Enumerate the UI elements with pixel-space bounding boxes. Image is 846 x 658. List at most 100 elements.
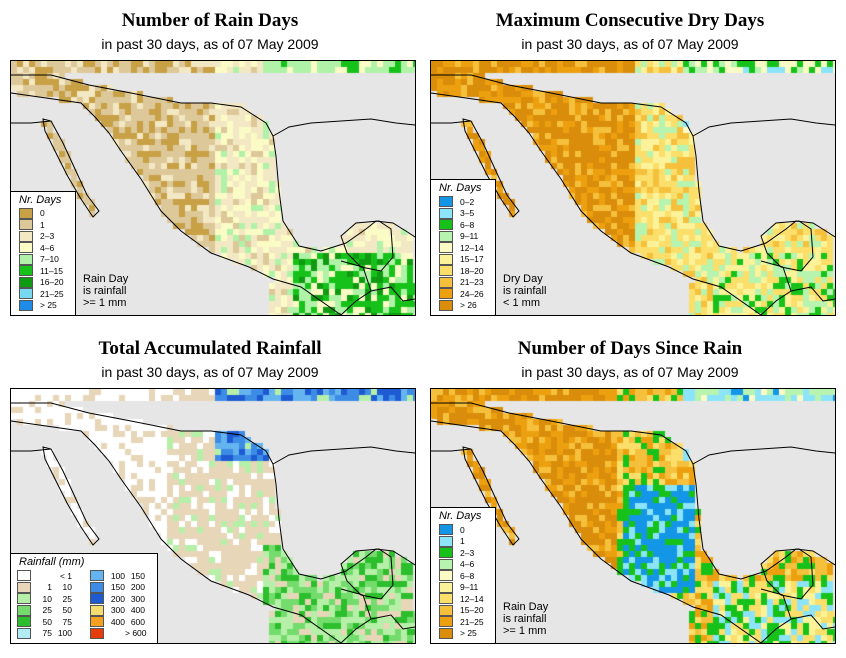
note-line: Rain Day: [83, 273, 129, 285]
legend-high: > 600: [125, 628, 147, 639]
central-america-border: [340, 260, 372, 315]
legend-title: Rainfall (mm): [19, 556, 85, 568]
legend-low: 75: [42, 628, 52, 639]
legend-low: 200: [110, 593, 125, 604]
legend-label: 6–8: [460, 219, 475, 230]
legend-swatch: [439, 593, 453, 605]
legend-label: 2–3: [40, 231, 55, 242]
us-mexico-border: [431, 402, 694, 465]
legend-rows: 0 1 2–3 4–6 7–10 11–15 16–20 21–25 > 25: [11, 207, 75, 316]
map-note: Dry Day is rainfall < 1 mm: [503, 273, 546, 309]
legend-swatch: [439, 253, 453, 265]
pacific-coastline: [431, 92, 762, 315]
legend-swatch: [17, 627, 31, 639]
guatemala-border: [790, 286, 835, 302]
pacific-coastline: [11, 420, 342, 643]
guatemala-border: [790, 614, 835, 630]
map-total-rainfall: Rainfall (mm) < 1 1 10 10 25 25 50 50 75 75 100 10…: [10, 388, 416, 644]
gulf-coastline: [692, 135, 835, 252]
legend-item: 400 600: [84, 616, 157, 628]
panel-title: Total Accumulated Rainfall: [98, 338, 322, 359]
legend-high: 600: [130, 616, 145, 627]
panel-title: Number of Rain Days: [121, 10, 299, 31]
legend-swatch: [17, 616, 31, 628]
central-america-border: [340, 588, 372, 643]
note-line: >= 1 mm: [83, 297, 127, 309]
legend-item: 24–26: [431, 288, 495, 300]
map-note: Rain Day is rainfall >= 1 mm: [503, 601, 548, 637]
legend-swatch: [90, 593, 104, 605]
legend-label: 4–6: [40, 242, 55, 253]
legend-item: 15–20: [431, 604, 495, 617]
legend-item: 75 100: [11, 627, 84, 640]
gulf-coast-us: [272, 118, 415, 137]
legend-label: 9–11: [460, 231, 479, 242]
us-mexico-border: [11, 402, 274, 465]
legend-item: 1: [431, 535, 495, 548]
us-mexico-border: [431, 74, 694, 137]
legend-low: 300: [110, 605, 125, 616]
map-basemap: [11, 402, 415, 643]
baja-coastline: [42, 118, 100, 218]
legend-item: 10 25: [11, 593, 84, 605]
legend-swatch: [19, 253, 33, 265]
yucatan-outline: [340, 548, 394, 600]
baja-coastline: [462, 118, 520, 218]
legend: Nr. Days 0 1 2–3 4–6 6–8 9–11 12–14 15–20 21–25 >…: [431, 507, 496, 643]
legend-swatch: [19, 288, 33, 300]
legend-item: 18–20: [431, 265, 495, 277]
legend-item: 3–5: [431, 207, 495, 220]
legend-item: 21–23: [431, 276, 495, 289]
legend-swatch: [90, 570, 104, 582]
panel-title: Maximum Consecutive Dry Days: [495, 10, 765, 31]
legend-low: 400: [110, 616, 125, 627]
yucatan-outline: [760, 548, 814, 600]
legend-high: 75: [62, 616, 72, 627]
legend-label: 1: [40, 219, 45, 230]
legend-label: 11–15: [40, 265, 64, 276]
note-line: is rainfall: [83, 285, 127, 297]
legend-item: 15–17: [431, 253, 495, 266]
legend-item: 25 50: [11, 604, 84, 617]
panel-total-rainfall: Total Accumulated Rainfall in past 30 da…: [0, 328, 420, 648]
legend-title: Nr. Days: [439, 182, 482, 194]
panel-subtitle: in past 30 days, as of 07 May 2009: [101, 364, 319, 380]
legend-swatch: [439, 547, 453, 559]
legend-swatch: [439, 230, 453, 242]
legend-item: 2–3: [431, 547, 495, 559]
legend-label: 0: [460, 524, 465, 535]
legend-rows: 0 1 2–3 4–6 6–8 9–11 12–14 15–20 21–25 > 25: [431, 524, 495, 643]
legend-low: 150: [110, 582, 125, 593]
legend-label: 0: [40, 208, 45, 219]
legend-swatch: [19, 207, 33, 219]
legend-high: 100: [57, 628, 72, 639]
legend-col-right: 100 150 150 200 200 300 300 400 400 600 > 600: [84, 570, 157, 639]
us-mexico-border: [11, 74, 274, 137]
legend-swatch: [90, 604, 104, 616]
legend-item: 150 200: [84, 581, 157, 594]
legend-swatch: [439, 276, 453, 288]
legend-item: 16–20: [11, 276, 75, 289]
map-days-since-rain: Nr. Days 0 1 2–3 4–6 6–8 9–11 12–14 15–20 21–25 >…: [430, 388, 836, 644]
legend-label: 2–3: [460, 547, 475, 558]
legend-low: 10: [42, 593, 52, 604]
legend-title: Nr. Days: [19, 193, 62, 206]
panel-dry-days: Maximum Consecutive Dry Days in past 30 …: [420, 0, 840, 320]
central-america-border: [760, 588, 792, 643]
legend-label: 1: [460, 536, 465, 547]
central-america-border: [760, 260, 792, 315]
map-basemap: [11, 74, 415, 315]
gulf-coast-us: [692, 446, 835, 465]
guatemala-border: [370, 286, 415, 302]
note-line: is rainfall: [503, 285, 547, 297]
legend-swatch: [439, 558, 453, 570]
legend-swatch: [17, 604, 31, 616]
legend-item: 300 400: [84, 604, 157, 617]
legend-label: 15–20: [460, 605, 484, 616]
legend-label: 21–25: [460, 616, 484, 627]
map-basemap: [431, 402, 835, 643]
legend: Nr. Days 0 1 2–3 4–6 7–10 11–15 16–20 21–25 > 25: [11, 190, 76, 316]
panel-rain-days: Number of Rain Days in past 30 days, as …: [0, 0, 420, 320]
legend: Nr. Days 0–2 3–5 6–8 9–11 12–14 15–17 18–20 21–…: [431, 179, 496, 315]
yucatan-outline: [760, 220, 814, 272]
